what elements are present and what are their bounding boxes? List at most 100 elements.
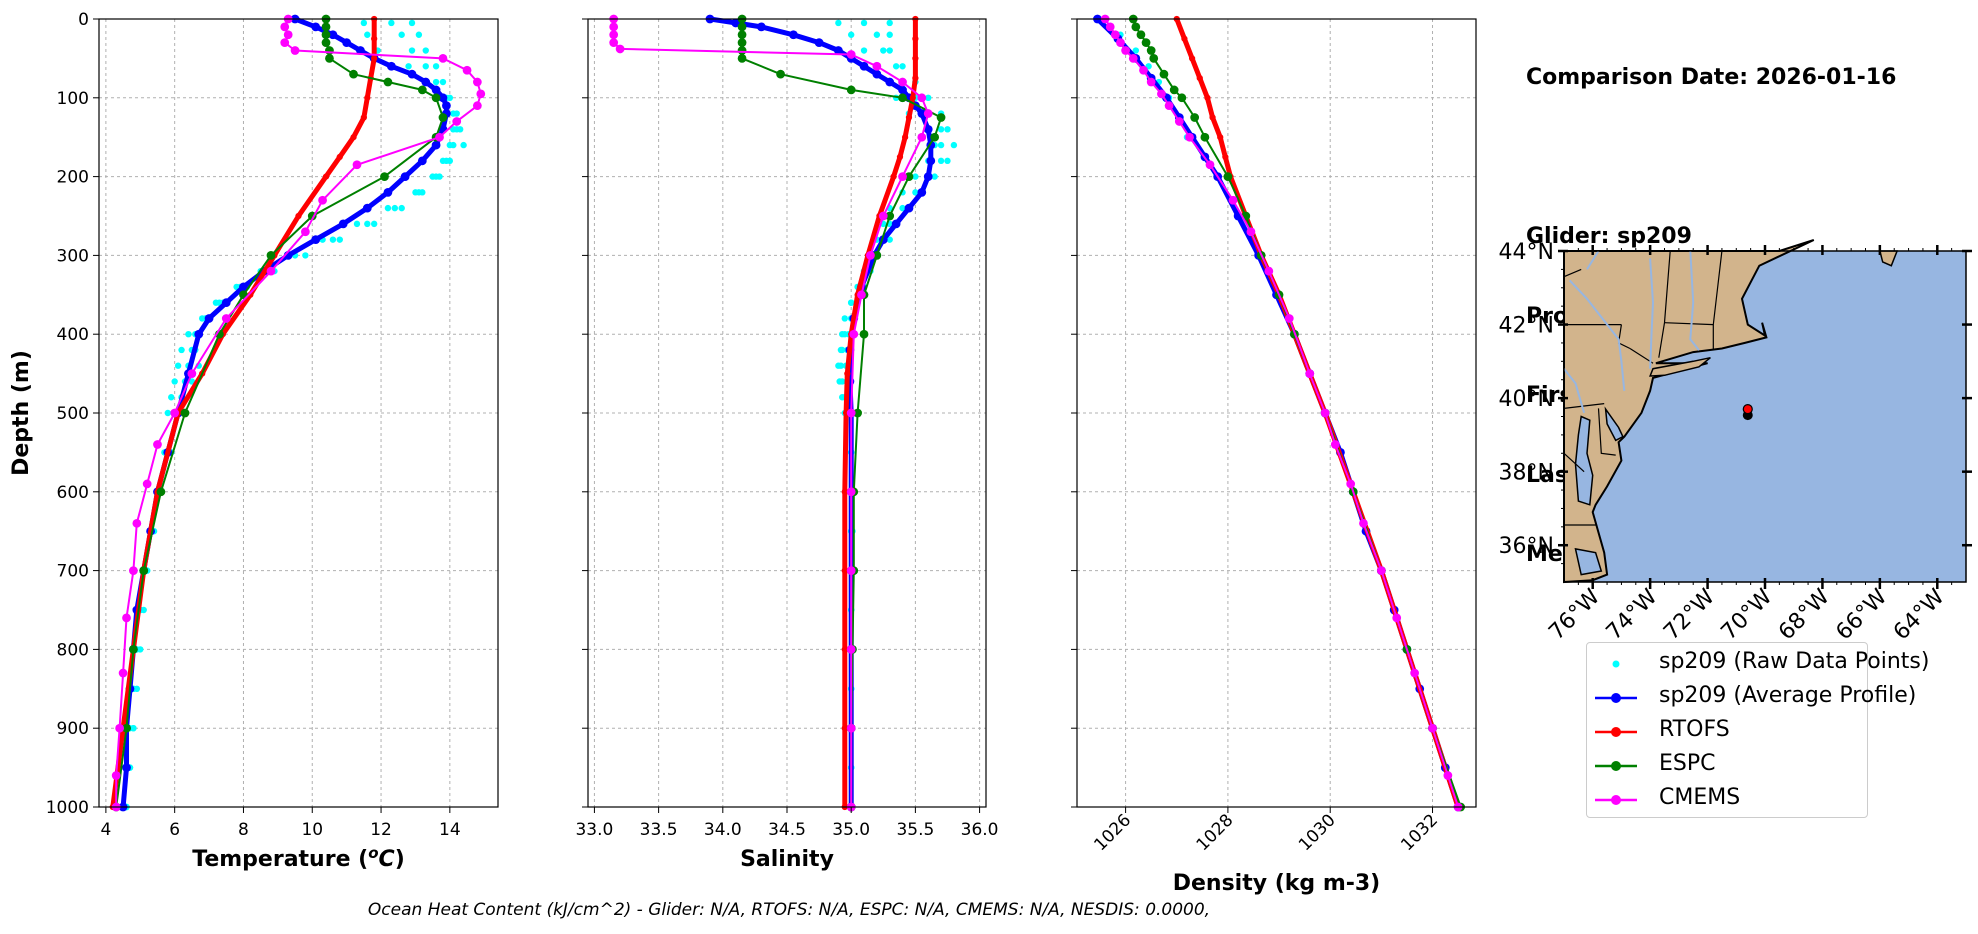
series-marker (142, 479, 152, 489)
series-marker (737, 30, 747, 40)
raw-data-point (364, 220, 371, 228)
series-marker (923, 172, 933, 181)
series-marker (325, 46, 334, 55)
raw-data-point (899, 63, 906, 70)
series-marker (1141, 38, 1151, 48)
legend-label-rtofs: RTOFS (1659, 717, 1730, 742)
x-tick-label: 35.5 (896, 820, 934, 840)
x-axis-label: Salinity (740, 847, 834, 872)
series-marker (352, 160, 362, 170)
series-line-sp209-average-profile- (709, 16, 934, 807)
raw-data-point (353, 220, 361, 228)
series-marker (338, 219, 348, 229)
legend-item-cmems: CMEMS (1587, 783, 1867, 817)
series-marker (360, 114, 367, 121)
series-marker (266, 251, 276, 260)
raw-data-point (443, 157, 450, 165)
series-marker (321, 22, 331, 32)
series-marker (846, 723, 856, 733)
series-marker (1359, 518, 1368, 528)
glider-name: Glider: sp209 (1526, 224, 1692, 249)
series-marker (417, 156, 427, 166)
raw-data-point (860, 19, 868, 27)
y-tick-label: 600 (57, 483, 89, 503)
series-marker (380, 172, 389, 181)
series-marker (872, 251, 882, 260)
series-marker (1128, 54, 1138, 63)
series-marker (609, 30, 619, 40)
raw-data-point (944, 157, 951, 165)
series-marker (737, 22, 747, 32)
legend-item-average: sp209 (Average Profile) (1587, 681, 1916, 715)
series-marker (1164, 101, 1174, 111)
series-marker (917, 93, 927, 103)
series-marker (1246, 227, 1256, 237)
series-marker (846, 50, 856, 59)
series-marker (115, 723, 125, 733)
raw-data-point (432, 173, 440, 180)
raw-data-point (370, 220, 378, 228)
series-marker (1264, 266, 1274, 276)
raw-data-point (130, 725, 137, 732)
series-marker (1330, 440, 1340, 449)
series-marker (1223, 172, 1233, 181)
last-time: Last: 2026-01-16 19:26:30 (1526, 462, 1853, 488)
series-marker (1139, 65, 1148, 75)
raw-data-point (408, 47, 416, 54)
series-marker (180, 408, 190, 418)
legend-swatch-cmems (1595, 795, 1637, 805)
series-marker (846, 566, 856, 575)
raw-data-point (174, 362, 182, 369)
first-time: First: 2026-01-16 01:37:00 (1526, 383, 1858, 408)
raw-data-point (886, 19, 893, 27)
series-marker (814, 38, 824, 48)
y-tick-label: 800 (57, 640, 89, 660)
series-marker (789, 30, 798, 40)
comparison-date: Comparison Date: 2026-01-16 (1526, 65, 1897, 90)
raw-data-point (912, 189, 919, 196)
series-marker (111, 771, 121, 780)
legend-label-espc: ESPC (1659, 751, 1716, 776)
legend-label-average: sp209 (Average Profile) (1659, 683, 1917, 708)
series-marker (872, 61, 882, 71)
series-marker (221, 314, 231, 323)
legend-swatch-espc (1595, 761, 1637, 771)
series-marker (904, 203, 914, 213)
y-tick-label: 300 (57, 246, 89, 266)
series-marker (431, 85, 441, 95)
series-marker (122, 613, 131, 623)
series-marker (1205, 160, 1215, 170)
raw-data-point (912, 173, 919, 180)
raw-data-point (446, 94, 454, 102)
series-marker (1376, 566, 1386, 575)
series-marker (898, 77, 907, 87)
raw-data-point (178, 346, 185, 354)
series-marker (462, 65, 472, 75)
series-marker (383, 187, 393, 197)
x-tick-label: 10 (301, 820, 323, 840)
raw-data-point (188, 378, 196, 385)
degree-sup: o (368, 844, 378, 862)
raw-data-point (837, 362, 845, 369)
series-marker (737, 46, 747, 55)
series-marker (841, 567, 848, 574)
series-marker (841, 488, 848, 495)
series-marker (349, 69, 358, 79)
raw-data-point (950, 141, 958, 149)
ocean-heat-content-footer: Ocean Heat Content (kJ/cm^2) - Glider: N… (367, 900, 1211, 920)
legend-item-raw: sp209 (Raw Data Points) (1587, 647, 1929, 681)
legend-label-cmems: CMEMS (1659, 785, 1741, 810)
raw-data-point (171, 378, 178, 385)
series-line-rtofs (842, 19, 918, 807)
series-marker (1181, 35, 1188, 42)
series-marker (342, 38, 352, 48)
series-marker (872, 69, 882, 79)
raw-data-point (384, 204, 392, 212)
series-marker (609, 38, 619, 48)
raw-data-point (931, 173, 938, 180)
raw-data-point (450, 141, 457, 149)
series-marker (1105, 22, 1115, 32)
series-marker (362, 203, 372, 213)
series-marker (923, 109, 933, 118)
